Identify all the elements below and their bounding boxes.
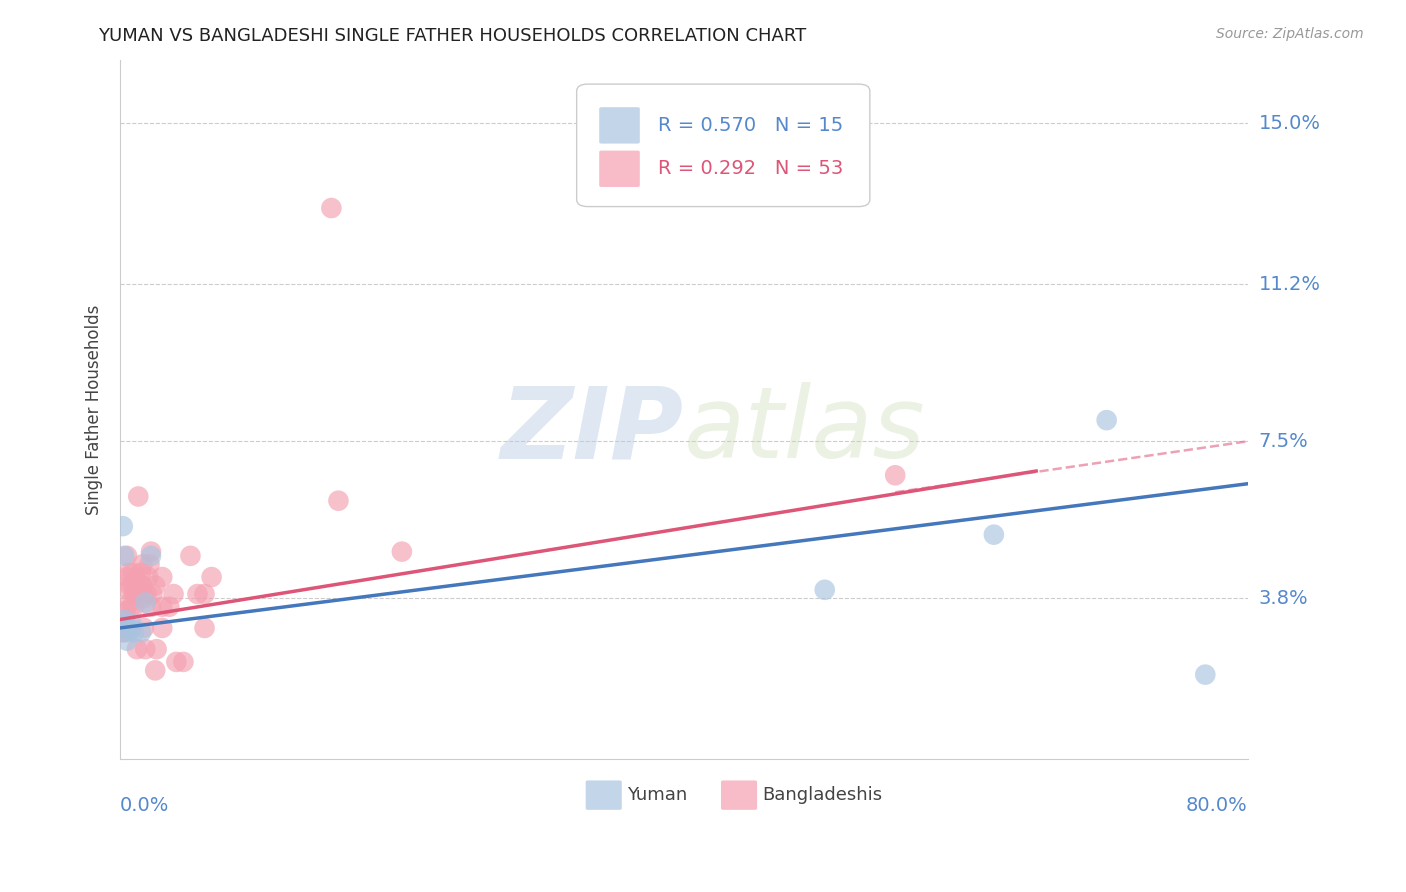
Point <box>129 625 152 640</box>
Point <box>136 570 159 584</box>
Text: 15.0%: 15.0% <box>1258 113 1320 133</box>
Point <box>172 655 194 669</box>
Point <box>200 570 222 584</box>
FancyBboxPatch shape <box>721 780 756 810</box>
Point <box>118 595 141 609</box>
Point <box>321 201 343 215</box>
Point <box>129 578 152 592</box>
Point <box>124 570 146 584</box>
Point <box>112 612 135 626</box>
Point <box>120 616 142 631</box>
Point <box>112 612 135 626</box>
Point <box>115 570 138 584</box>
Point <box>814 582 837 597</box>
Text: R = 0.570   N = 15: R = 0.570 N = 15 <box>658 116 844 135</box>
Point <box>134 595 156 609</box>
Point <box>120 621 142 635</box>
Point <box>328 493 350 508</box>
Point <box>884 468 907 483</box>
Point <box>1095 413 1118 427</box>
Point <box>120 599 142 614</box>
Point <box>129 566 152 580</box>
Point <box>1194 667 1216 681</box>
Point <box>131 578 153 592</box>
Point <box>150 599 173 614</box>
Point <box>134 642 156 657</box>
Point <box>139 599 162 614</box>
Point <box>125 642 148 657</box>
Point <box>132 621 155 635</box>
Text: ZIP: ZIP <box>501 382 683 479</box>
Point <box>115 633 138 648</box>
Point <box>117 566 139 580</box>
Point <box>118 578 141 592</box>
Point <box>141 587 163 601</box>
Text: Bangladeshis: Bangladeshis <box>762 786 883 805</box>
Point <box>143 578 166 592</box>
FancyBboxPatch shape <box>586 780 621 810</box>
Point <box>122 599 145 614</box>
Point <box>117 582 139 597</box>
Point <box>391 544 413 558</box>
Text: 3.8%: 3.8% <box>1258 589 1309 607</box>
Point <box>193 621 215 635</box>
Point <box>121 578 143 592</box>
Point <box>112 549 135 563</box>
Text: 11.2%: 11.2% <box>1258 275 1320 293</box>
Point <box>139 544 162 558</box>
Point <box>983 527 1005 541</box>
Point <box>165 655 187 669</box>
Point <box>162 587 184 601</box>
Point <box>114 604 136 618</box>
Point <box>139 549 162 563</box>
Point <box>122 625 145 640</box>
Point <box>157 599 180 614</box>
Point <box>127 490 149 504</box>
FancyBboxPatch shape <box>576 84 870 207</box>
Text: Source: ZipAtlas.com: Source: ZipAtlas.com <box>1216 27 1364 41</box>
Point <box>179 549 201 563</box>
Point <box>122 587 145 601</box>
Point <box>150 570 173 584</box>
Text: 7.5%: 7.5% <box>1258 432 1309 450</box>
Text: YUMAN VS BANGLADESHI SINGLE FATHER HOUSEHOLDS CORRELATION CHART: YUMAN VS BANGLADESHI SINGLE FATHER HOUSE… <box>98 27 807 45</box>
Y-axis label: Single Father Households: Single Father Households <box>86 304 103 515</box>
Point <box>114 616 136 631</box>
Point <box>111 519 134 533</box>
Point <box>143 664 166 678</box>
FancyBboxPatch shape <box>599 107 640 144</box>
Point <box>186 587 208 601</box>
Text: 80.0%: 80.0% <box>1185 796 1247 814</box>
Text: R = 0.292   N = 53: R = 0.292 N = 53 <box>658 160 844 178</box>
Point <box>117 625 139 640</box>
Point <box>112 625 135 640</box>
Point <box>150 621 173 635</box>
Point <box>114 621 136 635</box>
Point <box>131 558 153 572</box>
Point <box>193 587 215 601</box>
Point <box>125 587 148 601</box>
Point <box>135 587 157 601</box>
Point <box>138 558 160 572</box>
Point <box>111 625 134 640</box>
Text: Yuman: Yuman <box>627 786 688 805</box>
Point <box>115 549 138 563</box>
Text: 0.0%: 0.0% <box>120 796 169 814</box>
Point <box>132 591 155 606</box>
FancyBboxPatch shape <box>599 151 640 187</box>
Point <box>145 642 167 657</box>
Point <box>121 566 143 580</box>
Text: atlas: atlas <box>683 382 925 479</box>
